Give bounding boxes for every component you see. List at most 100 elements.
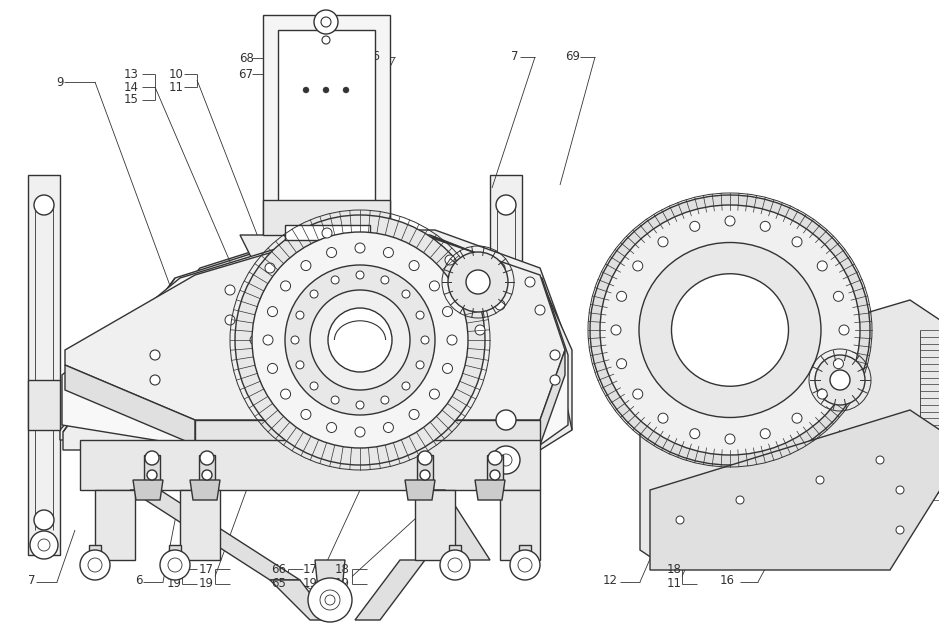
Ellipse shape <box>590 195 870 465</box>
Polygon shape <box>490 175 522 450</box>
Text: 18: 18 <box>667 563 682 575</box>
Circle shape <box>421 336 429 344</box>
Bar <box>487 455 503 490</box>
Circle shape <box>896 486 904 494</box>
Circle shape <box>315 325 325 335</box>
Text: 16: 16 <box>719 574 734 587</box>
Polygon shape <box>415 490 490 560</box>
Polygon shape <box>278 30 375 220</box>
Circle shape <box>690 221 700 232</box>
Polygon shape <box>133 480 163 500</box>
Circle shape <box>88 558 102 572</box>
Circle shape <box>550 375 560 385</box>
Polygon shape <box>130 490 300 580</box>
Circle shape <box>250 335 260 345</box>
Circle shape <box>355 243 365 253</box>
Circle shape <box>633 389 643 399</box>
Circle shape <box>300 261 311 271</box>
Circle shape <box>445 255 455 265</box>
Text: 9: 9 <box>56 76 64 88</box>
Circle shape <box>395 300 405 310</box>
Circle shape <box>440 550 470 580</box>
Circle shape <box>296 361 304 369</box>
Text: 19: 19 <box>302 577 317 589</box>
Text: 19: 19 <box>199 577 214 589</box>
Circle shape <box>235 215 485 465</box>
Circle shape <box>265 263 275 273</box>
Circle shape <box>321 17 331 27</box>
Text: 17: 17 <box>199 563 214 575</box>
Circle shape <box>792 413 802 423</box>
Ellipse shape <box>639 242 821 418</box>
Circle shape <box>761 221 770 232</box>
Circle shape <box>34 510 54 530</box>
Circle shape <box>145 451 159 465</box>
Circle shape <box>38 539 50 551</box>
Polygon shape <box>500 490 540 560</box>
Circle shape <box>303 87 309 93</box>
Polygon shape <box>63 235 572 450</box>
Circle shape <box>383 423 393 432</box>
Circle shape <box>310 290 410 390</box>
Bar <box>89 545 101 560</box>
Circle shape <box>496 195 516 215</box>
Circle shape <box>291 336 299 344</box>
Polygon shape <box>475 480 505 500</box>
Circle shape <box>268 363 278 374</box>
Circle shape <box>147 470 157 480</box>
Circle shape <box>490 470 500 480</box>
Ellipse shape <box>600 205 860 455</box>
Circle shape <box>160 550 190 580</box>
Circle shape <box>500 454 512 466</box>
Text: 18: 18 <box>167 563 182 575</box>
Text: 16: 16 <box>365 50 380 63</box>
Text: 19: 19 <box>167 577 182 589</box>
Circle shape <box>442 307 453 317</box>
Circle shape <box>308 578 352 622</box>
Circle shape <box>725 434 735 444</box>
Circle shape <box>168 558 182 572</box>
Polygon shape <box>263 15 390 235</box>
Circle shape <box>327 247 336 257</box>
Polygon shape <box>65 238 565 420</box>
Circle shape <box>402 382 410 390</box>
Circle shape <box>305 300 315 310</box>
Circle shape <box>327 423 336 432</box>
Polygon shape <box>28 175 60 555</box>
Circle shape <box>325 595 335 605</box>
Text: 14: 14 <box>124 81 139 93</box>
Circle shape <box>331 396 339 404</box>
Circle shape <box>416 311 424 319</box>
Text: 66: 66 <box>271 563 286 575</box>
Polygon shape <box>180 490 220 560</box>
Polygon shape <box>415 490 455 560</box>
Circle shape <box>356 271 364 279</box>
Text: 11: 11 <box>169 81 184 93</box>
Circle shape <box>310 290 318 298</box>
Text: 67: 67 <box>239 68 254 81</box>
Bar <box>169 545 181 560</box>
Polygon shape <box>80 440 540 490</box>
Circle shape <box>518 558 532 572</box>
Bar <box>417 455 433 490</box>
Circle shape <box>331 276 339 284</box>
Circle shape <box>328 308 392 372</box>
Circle shape <box>150 350 160 360</box>
Polygon shape <box>60 230 570 440</box>
Circle shape <box>200 451 214 465</box>
Circle shape <box>322 228 332 238</box>
Text: 7: 7 <box>28 574 36 587</box>
Polygon shape <box>405 480 435 500</box>
Circle shape <box>448 252 508 312</box>
Circle shape <box>409 261 419 271</box>
Circle shape <box>447 335 457 345</box>
Circle shape <box>834 358 843 369</box>
Circle shape <box>252 232 468 448</box>
Circle shape <box>676 516 684 524</box>
Circle shape <box>475 325 485 335</box>
Text: 69: 69 <box>565 50 580 63</box>
Circle shape <box>409 410 419 420</box>
Polygon shape <box>490 310 522 360</box>
Circle shape <box>225 315 235 325</box>
Circle shape <box>402 290 410 298</box>
